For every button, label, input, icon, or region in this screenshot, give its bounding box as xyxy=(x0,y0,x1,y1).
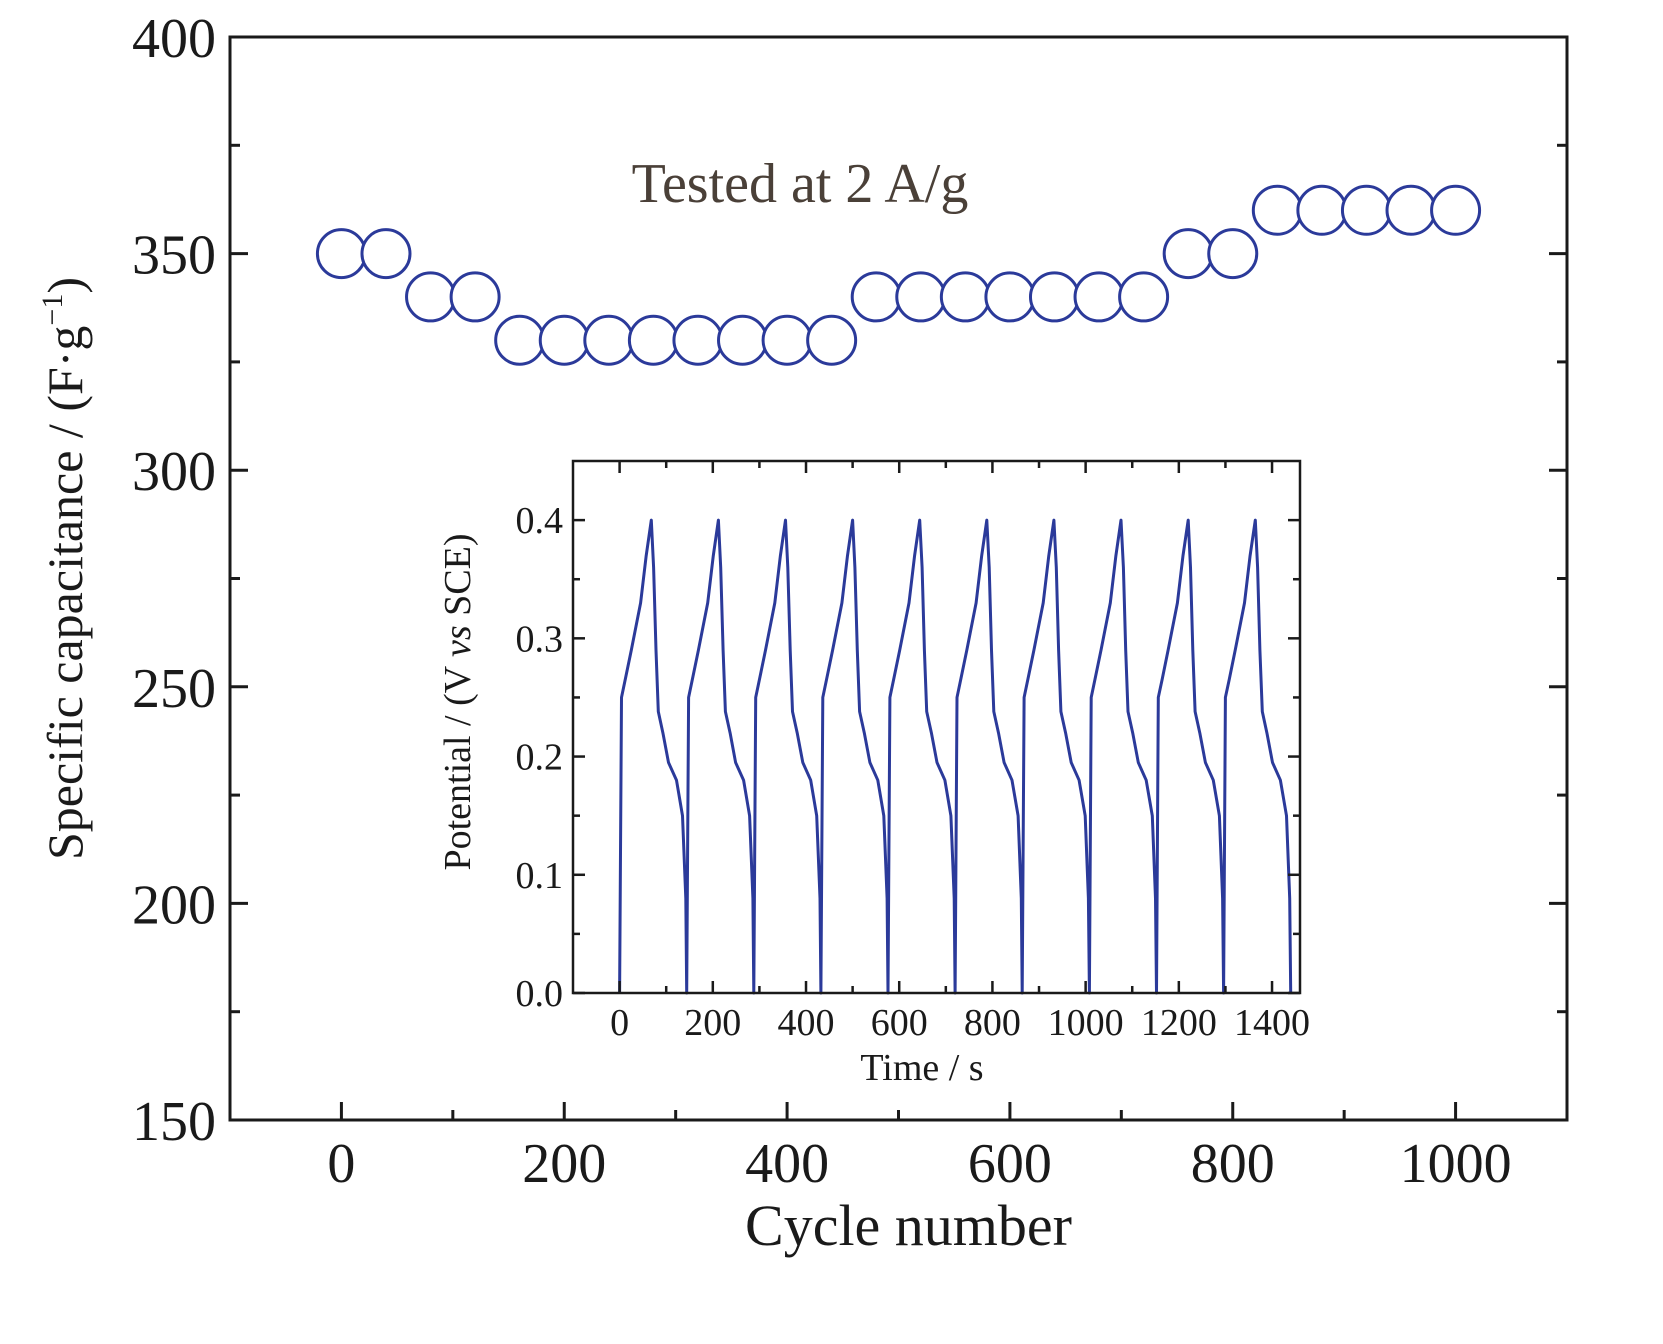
main-y-axis-title-close: ) xyxy=(37,277,93,294)
inset-plot-frame xyxy=(571,459,1302,995)
main-x-tick-label: 200 xyxy=(522,1133,606,1195)
main-plot: 0 200 400 600 800 1000 150 200 250 300 350 400 Test… xyxy=(36,8,1569,1258)
data-point xyxy=(1207,228,1259,280)
inset-y-axis-title-post: SCE) xyxy=(437,533,479,625)
inset-x-tick-label: 1000 xyxy=(1048,1002,1124,1044)
data-point xyxy=(717,314,769,366)
main-y-tick-label: 150 xyxy=(132,1091,216,1153)
data-point xyxy=(939,271,991,323)
data-point xyxy=(583,314,635,366)
inset-x-tick-label: 800 xyxy=(964,1002,1021,1044)
data-point xyxy=(1430,184,1482,236)
inset-y-tick-label: 0.0 xyxy=(516,973,564,1015)
inset-y-tick-label: 0.1 xyxy=(516,855,564,897)
main-x-tick-label: 0 xyxy=(327,1133,355,1195)
data-point xyxy=(850,271,902,323)
inset-plot: 0 200 400 600 800 1000 1200 1400 0.0 0.1 0.2 0.3 0.4… xyxy=(437,459,1310,1089)
main-data-points xyxy=(315,184,1482,366)
data-point xyxy=(538,314,590,366)
data-point xyxy=(627,314,679,366)
inset-x-tick-label: 600 xyxy=(871,1002,928,1044)
main-y-axis-title: Specific capacitance / (F·g−1) xyxy=(36,277,93,860)
main-x-tick-label: 1000 xyxy=(1400,1133,1512,1195)
main-x-tick-label: 600 xyxy=(968,1133,1052,1195)
data-point xyxy=(1162,228,1214,280)
data-point xyxy=(1385,184,1437,236)
inset-axis-ticks: 0 200 400 600 800 1000 1200 1400 0.0 0.1 0.2 0.3 0.4 xyxy=(516,461,1310,1044)
data-point xyxy=(672,314,724,366)
main-y-tick-label: 200 xyxy=(132,874,216,936)
main-y-tick-label: 350 xyxy=(132,225,216,287)
inset-x-tick-label: 0 xyxy=(610,1002,629,1044)
data-point xyxy=(1296,184,1348,236)
data-point xyxy=(1340,184,1392,236)
data-point xyxy=(1028,271,1080,323)
inset-x-tick-label: 200 xyxy=(684,1002,741,1044)
inset-x-tick-label: 1200 xyxy=(1141,1002,1217,1044)
inset-y-tick-label: 0.4 xyxy=(516,500,564,542)
inset-x-tick-label: 400 xyxy=(778,1002,835,1044)
main-y-tick-label: 400 xyxy=(132,8,216,70)
data-point xyxy=(1251,184,1303,236)
inset-background xyxy=(573,461,1300,993)
main-x-tick-label: 800 xyxy=(1191,1133,1275,1195)
data-point xyxy=(895,271,947,323)
main-axis-ticks: 0 200 400 600 800 1000 150 200 250 300 350 400 xyxy=(132,8,1569,1195)
data-point xyxy=(761,314,813,366)
data-point xyxy=(806,314,858,366)
data-point xyxy=(405,271,457,323)
inset-x-axis-title: Time / s xyxy=(860,1047,983,1089)
main-y-tick-label: 300 xyxy=(132,441,216,503)
data-point xyxy=(494,314,546,366)
main-x-axis-title: Cycle number xyxy=(745,1193,1072,1258)
main-y-axis-title-text: Specific capacitance / (F·g xyxy=(37,326,93,860)
data-point xyxy=(1073,271,1125,323)
inset-y-axis-title-italic: vs xyxy=(437,625,479,657)
main-x-tick-label: 400 xyxy=(745,1133,829,1195)
inset-x-tick-label: 1400 xyxy=(1234,1002,1310,1044)
main-y-axis-title-superscript: −1 xyxy=(36,294,69,326)
data-point xyxy=(984,271,1036,323)
data-point xyxy=(1118,271,1170,323)
inset-y-axis-title: Potential / (V vs SCE) xyxy=(437,533,479,870)
main-y-tick-label: 250 xyxy=(132,658,216,720)
data-point xyxy=(449,271,501,323)
data-point xyxy=(360,228,412,280)
inset-y-tick-label: 0.2 xyxy=(516,737,564,779)
inset-y-axis-title-pre: Potential / (V xyxy=(437,657,479,871)
test-condition-annotation: Tested at 2 A/g xyxy=(632,153,969,215)
data-point xyxy=(315,228,367,280)
inset-y-tick-label: 0.3 xyxy=(516,618,564,660)
